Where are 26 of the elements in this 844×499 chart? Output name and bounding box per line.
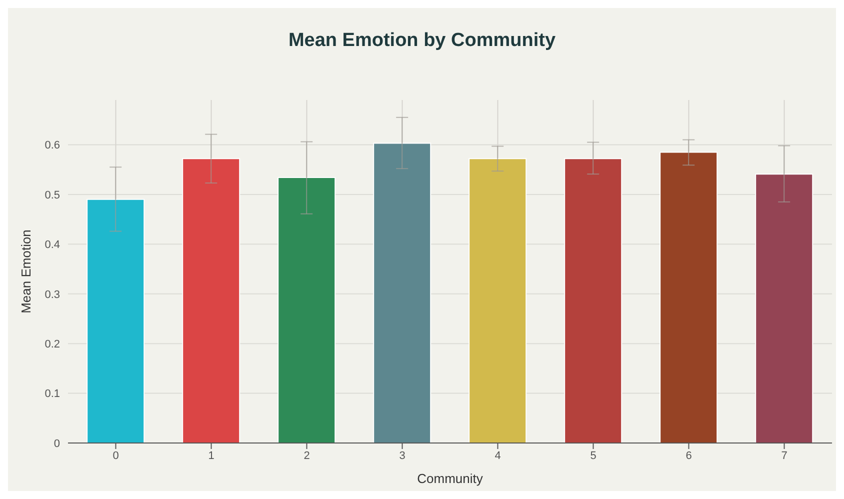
- bar: [468, 158, 527, 443]
- x-tick-label: 1: [208, 450, 214, 462]
- bar: [373, 142, 432, 443]
- y-tick-label: 0.1: [44, 388, 60, 400]
- x-tick-label: 5: [590, 450, 596, 462]
- y-tick-label: 0.4: [44, 239, 60, 252]
- y-tick-label: 0.2: [44, 338, 60, 350]
- bar: [660, 152, 718, 443]
- x-tick-label: 7: [781, 450, 788, 462]
- bar: [278, 177, 336, 443]
- x-tick-label: 6: [686, 450, 692, 462]
- y-tick-label: 0.6: [44, 140, 60, 152]
- bar: [564, 158, 622, 443]
- bar: [182, 158, 240, 443]
- x-tick-label: 4: [494, 450, 501, 462]
- chart-title: Mean Emotion by Community: [287, 30, 557, 52]
- x-tick-label: 3: [399, 450, 406, 462]
- bar: [755, 174, 814, 443]
- bar: [86, 198, 145, 443]
- x-tick-label: 2: [304, 450, 310, 462]
- x-axis-title: Community: [417, 471, 484, 486]
- y-tick-label: 0.5: [44, 189, 60, 202]
- y-tick-label: 0: [54, 438, 60, 450]
- y-tick-label: 0.3: [44, 288, 60, 301]
- y-axis-title: Mean Emotion: [18, 230, 34, 314]
- x-tick-label: 0: [112, 450, 119, 462]
